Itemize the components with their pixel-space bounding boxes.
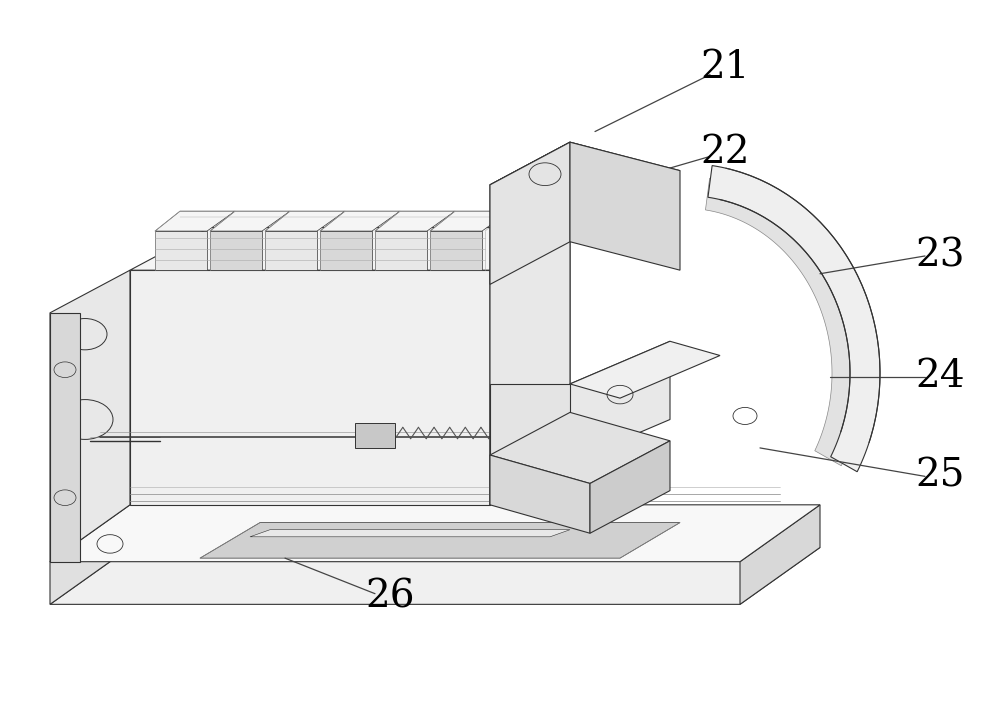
Polygon shape xyxy=(490,455,590,533)
Polygon shape xyxy=(705,178,862,466)
Polygon shape xyxy=(490,412,670,483)
Polygon shape xyxy=(490,142,570,284)
Polygon shape xyxy=(430,211,510,231)
Polygon shape xyxy=(490,142,680,213)
Polygon shape xyxy=(265,231,317,270)
Polygon shape xyxy=(570,142,680,270)
Polygon shape xyxy=(570,341,720,398)
Polygon shape xyxy=(50,313,80,562)
Text: 23: 23 xyxy=(915,237,965,274)
Text: 21: 21 xyxy=(700,49,750,86)
Polygon shape xyxy=(355,423,395,448)
Polygon shape xyxy=(155,231,207,270)
Polygon shape xyxy=(490,142,650,206)
Polygon shape xyxy=(570,341,670,462)
Text: 22: 22 xyxy=(700,134,750,171)
Polygon shape xyxy=(210,211,290,231)
Polygon shape xyxy=(200,523,680,558)
Polygon shape xyxy=(490,384,570,462)
Polygon shape xyxy=(155,211,235,231)
Circle shape xyxy=(85,434,101,445)
Polygon shape xyxy=(375,231,427,270)
Polygon shape xyxy=(320,231,372,270)
Polygon shape xyxy=(320,211,400,231)
Polygon shape xyxy=(50,505,820,562)
Polygon shape xyxy=(50,270,130,562)
Polygon shape xyxy=(130,270,490,505)
Polygon shape xyxy=(210,231,262,270)
Polygon shape xyxy=(50,505,130,604)
Polygon shape xyxy=(490,142,570,505)
Text: 25: 25 xyxy=(915,458,965,495)
Polygon shape xyxy=(590,441,670,533)
Polygon shape xyxy=(50,547,820,604)
Polygon shape xyxy=(740,505,820,604)
Text: 26: 26 xyxy=(365,579,415,616)
Polygon shape xyxy=(265,211,345,231)
Polygon shape xyxy=(708,166,880,471)
Polygon shape xyxy=(250,530,570,537)
Polygon shape xyxy=(430,231,482,270)
Polygon shape xyxy=(130,228,570,270)
Polygon shape xyxy=(490,228,570,505)
Text: 24: 24 xyxy=(915,358,965,395)
Polygon shape xyxy=(375,211,455,231)
